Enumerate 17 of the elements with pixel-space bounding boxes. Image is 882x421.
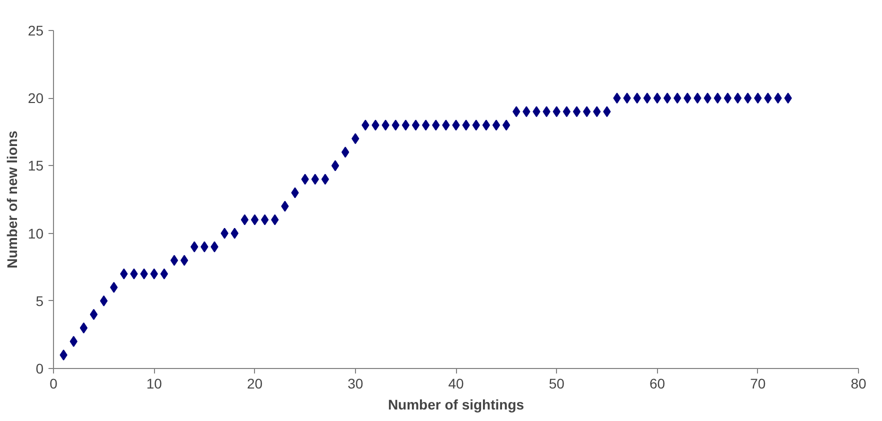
y-tick-label: 5 bbox=[36, 292, 44, 309]
y-axis-title: Number of new lions bbox=[4, 130, 20, 268]
x-tick-label: 30 bbox=[348, 376, 364, 392]
x-tick-label: 40 bbox=[448, 376, 464, 392]
y-tick-label: 15 bbox=[28, 158, 44, 174]
y-tick-label: 25 bbox=[28, 22, 44, 38]
x-tick-label: 70 bbox=[750, 376, 766, 392]
x-tick-label: 0 bbox=[50, 376, 58, 392]
x-tick-label: 50 bbox=[548, 376, 565, 392]
x-tick-label: 10 bbox=[146, 376, 162, 392]
y-tick-label: 20 bbox=[28, 90, 44, 106]
y-tick-label: 0 bbox=[36, 360, 44, 376]
y-tick-label: 10 bbox=[28, 225, 44, 242]
x-tick-label: 60 bbox=[649, 376, 666, 392]
x-tick-label: 80 bbox=[850, 376, 866, 392]
x-tick-label: 20 bbox=[246, 376, 263, 392]
x-axis-title: Number of sightings bbox=[388, 396, 524, 412]
